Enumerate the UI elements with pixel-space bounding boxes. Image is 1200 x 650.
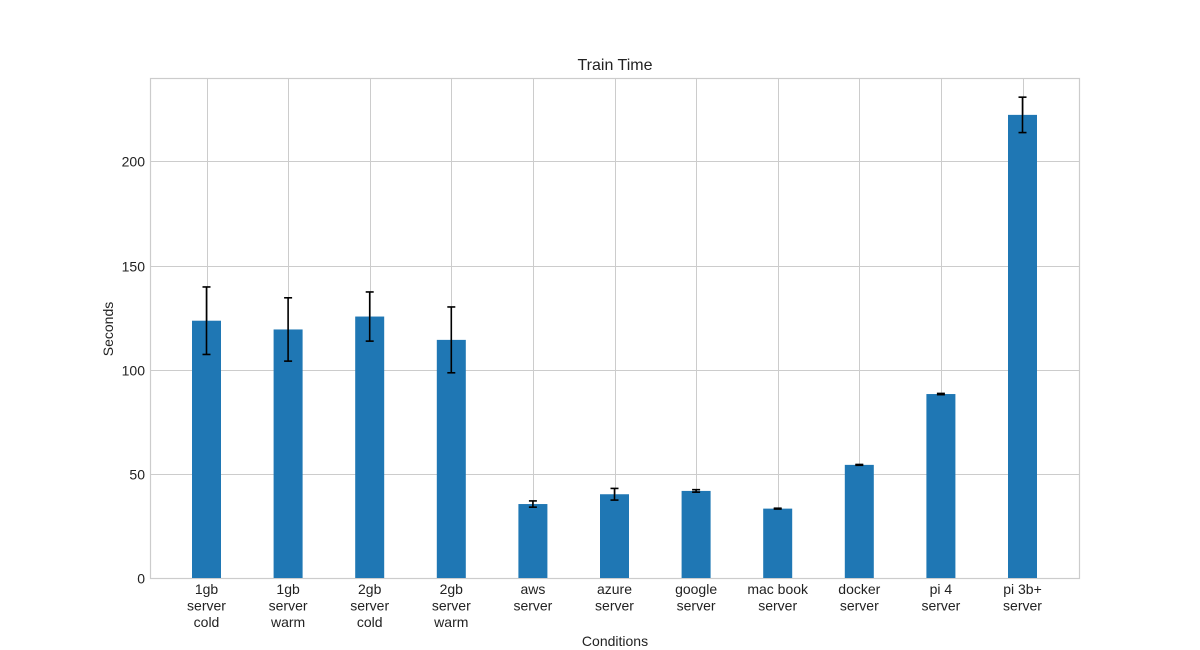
y-tick-label: 200: [122, 154, 146, 170]
error-bar: [528, 500, 537, 508]
bar: [926, 394, 956, 578]
x-tick-label: 1gb server warm: [269, 581, 308, 630]
error-bar: [936, 392, 945, 396]
bar: [273, 329, 303, 578]
bar: [1008, 114, 1037, 578]
x-tick-label-line: server: [513, 598, 552, 614]
error-bar: [773, 507, 782, 510]
y-tick-label: 50: [129, 467, 145, 483]
y-tick-label: 150: [122, 259, 146, 275]
x-tick-label-line: server: [595, 598, 634, 614]
x-tick-label-line: azure: [597, 581, 632, 597]
x-tick-label-line: server: [921, 598, 960, 614]
x-tick-label-line: docker: [838, 581, 880, 597]
error-bars: [202, 96, 1027, 510]
chart-title: Train Time: [578, 57, 653, 74]
x-tick-label-line: server: [1003, 598, 1042, 614]
x-tick-label: 1gb server cold: [187, 581, 226, 630]
x-axis-label: Conditions: [582, 633, 648, 649]
x-tick-label: mac book server: [747, 581, 809, 614]
x-tick-label-line: warm: [433, 614, 468, 630]
bar: [844, 464, 874, 578]
x-tick-label-line: pi 4: [930, 581, 953, 597]
x-tick-label-line: server: [432, 598, 471, 614]
x-tick-label-line: 2gb: [440, 581, 464, 597]
error-bar: [855, 463, 864, 467]
x-tick-label-line: warm: [270, 614, 305, 630]
error-bar: [202, 286, 211, 356]
bar: [192, 320, 221, 578]
x-tick-label-line: 1gb: [276, 581, 300, 597]
x-tick-label-line: cold: [194, 614, 220, 630]
x-tick-label-line: google: [675, 581, 717, 597]
x-tick-label-line: server: [187, 598, 226, 614]
bars: [192, 114, 1037, 578]
x-tick-label-line: 2gb: [358, 581, 382, 597]
bar: [763, 508, 793, 578]
error-bar: [447, 306, 456, 374]
y-tick-label: 0: [137, 571, 145, 587]
x-tick-label: docker server: [838, 581, 880, 614]
x-tick-label-line: server: [758, 598, 797, 614]
error-bar: [692, 488, 701, 493]
x-tick-label-line: 1gb: [195, 581, 219, 597]
x-tick-label-line: mac book: [747, 581, 809, 597]
bar: [518, 504, 548, 578]
x-tick-label-line: server: [350, 598, 389, 614]
error-bar: [284, 296, 293, 362]
x-tick-label: aws server: [513, 581, 552, 614]
plot-frame: [149, 77, 1081, 580]
x-tick-label: google server: [675, 581, 717, 614]
x-tick-label-line: pi 3b+: [1003, 581, 1042, 597]
x-tick-label-line: server: [269, 598, 308, 614]
bar: [355, 316, 385, 578]
x-tick-label: pi 3b+ server: [1003, 581, 1042, 614]
error-bar: [610, 487, 619, 501]
bar: [600, 494, 629, 578]
x-tick-label: azure server: [595, 581, 634, 614]
x-tick-label: 2gb server cold: [350, 581, 389, 630]
x-tick-label: 2gb server warm: [432, 581, 471, 630]
y-tick-labels: 0 50 100 150 200: [122, 154, 146, 587]
x-tick-label: pi 4 server: [921, 581, 960, 614]
error-bar: [365, 291, 374, 342]
x-tick-label-line: aws: [520, 581, 545, 597]
bar: [681, 490, 711, 578]
error-bar: [1018, 96, 1027, 134]
x-tick-label-line: server: [677, 598, 716, 614]
x-tick-label-line: server: [840, 598, 879, 614]
y-axis-label: Seconds: [100, 302, 116, 356]
x-tick-label-line: cold: [357, 614, 383, 630]
y-tick-label: 100: [122, 363, 146, 379]
bar: [436, 339, 466, 578]
